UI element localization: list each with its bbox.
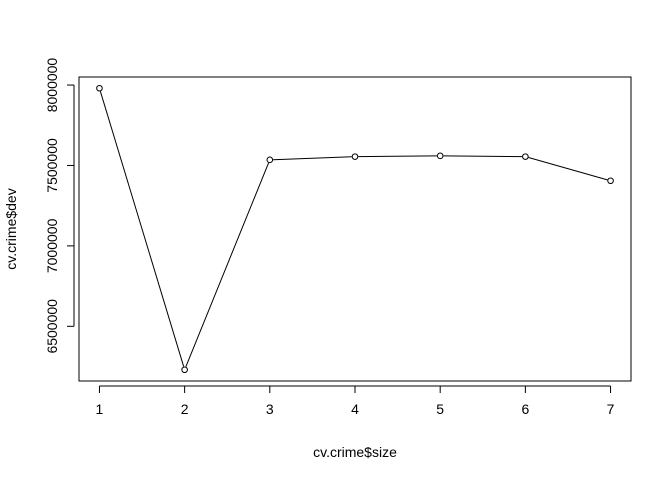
y-tick-label: 6500000 xyxy=(44,299,60,354)
y-tick-label: 7000000 xyxy=(44,218,60,273)
x-tick-label: 3 xyxy=(266,401,274,417)
data-point xyxy=(607,177,614,185)
x-tick-label: 4 xyxy=(351,401,359,417)
plot-box xyxy=(78,76,632,382)
series-line-segment xyxy=(443,155,523,158)
y-axis: 6500000 7000000 7500000 8000000 xyxy=(44,58,75,354)
series-group xyxy=(96,84,614,374)
x-axis: 1 2 3 4 5 6 7 xyxy=(96,385,615,417)
data-point xyxy=(522,153,529,160)
x-tick-label: 6 xyxy=(521,401,529,417)
x-axis-label: cv.crime$size xyxy=(313,444,397,460)
data-point xyxy=(351,153,359,160)
series-line-segment xyxy=(185,162,270,367)
data-point xyxy=(436,152,444,160)
series-line-segment xyxy=(358,155,437,158)
x-tick-label: 7 xyxy=(607,401,615,417)
y-axis-label: cv.crime$dev xyxy=(3,188,19,269)
series-line-segment xyxy=(273,156,352,161)
y-tick-label: 8000000 xyxy=(44,58,60,113)
series-line-segment xyxy=(99,91,185,367)
x-tick-label: 2 xyxy=(181,401,189,417)
data-point xyxy=(266,156,274,164)
x-tick-label: 5 xyxy=(436,401,444,417)
data-point xyxy=(181,366,188,374)
x-tick-label: 1 xyxy=(96,401,104,417)
y-tick-label: 7500000 xyxy=(44,138,60,193)
series-line-segment xyxy=(528,157,608,181)
data-point xyxy=(96,84,103,92)
